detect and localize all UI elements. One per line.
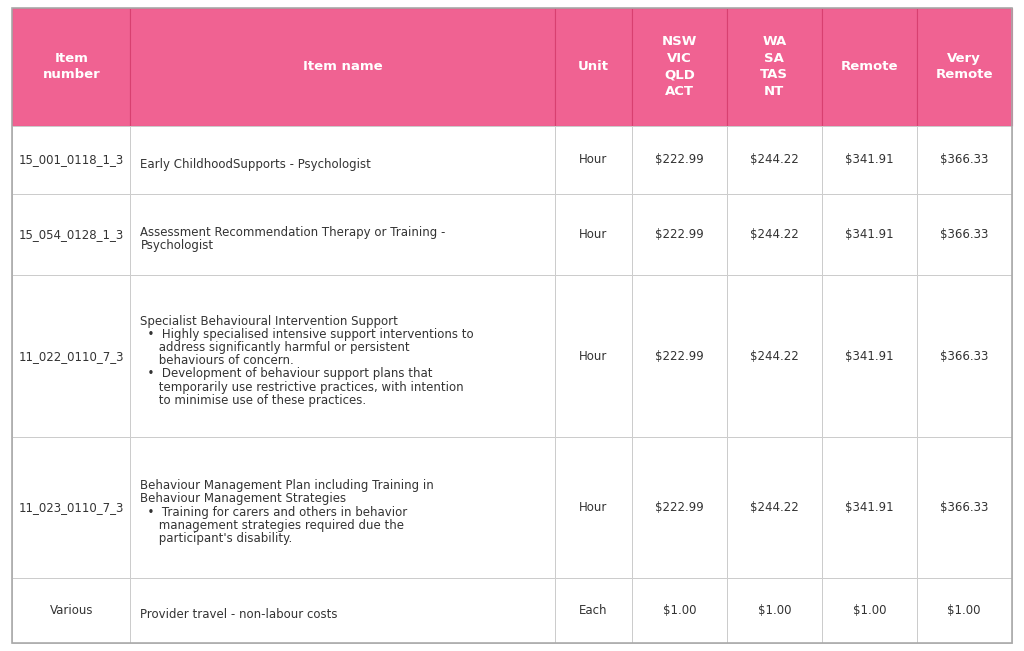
Text: Early ChildhoodSupports - Psychologist: Early ChildhoodSupports - Psychologist bbox=[140, 158, 372, 171]
Text: $222.99: $222.99 bbox=[655, 350, 703, 363]
Text: •  Development of behaviour support plans that: • Development of behaviour support plans… bbox=[140, 367, 433, 380]
Text: $366.33: $366.33 bbox=[940, 350, 988, 363]
Bar bbox=[12, 194, 130, 275]
Text: $341.91: $341.91 bbox=[845, 501, 894, 514]
Text: 15_001_0118_1_3: 15_001_0118_1_3 bbox=[18, 154, 124, 167]
Text: Each: Each bbox=[580, 604, 607, 617]
Bar bbox=[727, 8, 822, 126]
Text: $341.91: $341.91 bbox=[845, 154, 894, 167]
Bar bbox=[12, 437, 130, 577]
Bar bbox=[822, 577, 916, 643]
Bar bbox=[632, 126, 727, 194]
Bar bbox=[12, 577, 130, 643]
Bar bbox=[727, 275, 822, 437]
Text: to minimise use of these practices.: to minimise use of these practices. bbox=[140, 394, 367, 407]
Text: $366.33: $366.33 bbox=[940, 228, 988, 241]
Bar bbox=[632, 577, 727, 643]
Bar bbox=[916, 8, 1012, 126]
Bar bbox=[727, 194, 822, 275]
Text: Item name: Item name bbox=[303, 61, 382, 73]
Text: address significantly harmful or persistent: address significantly harmful or persist… bbox=[140, 341, 410, 354]
Text: $244.22: $244.22 bbox=[750, 154, 799, 167]
Text: $222.99: $222.99 bbox=[655, 501, 703, 514]
Text: $222.99: $222.99 bbox=[655, 228, 703, 241]
Text: Various: Various bbox=[49, 604, 93, 617]
Bar bbox=[916, 126, 1012, 194]
Bar bbox=[130, 437, 555, 577]
Text: WA
SA
TAS
NT: WA SA TAS NT bbox=[761, 35, 788, 98]
Bar bbox=[727, 437, 822, 577]
Bar bbox=[130, 194, 555, 275]
Bar bbox=[130, 8, 555, 126]
Bar bbox=[822, 8, 916, 126]
Text: 11_022_0110_7_3: 11_022_0110_7_3 bbox=[18, 350, 124, 363]
Bar bbox=[130, 126, 555, 194]
Text: Behaviour Management Strategies: Behaviour Management Strategies bbox=[140, 492, 346, 505]
Text: Unit: Unit bbox=[578, 61, 609, 73]
Bar bbox=[555, 194, 632, 275]
Text: $366.33: $366.33 bbox=[940, 154, 988, 167]
Bar bbox=[555, 126, 632, 194]
Bar bbox=[12, 275, 130, 437]
Text: Remote: Remote bbox=[841, 61, 898, 73]
Text: $1.00: $1.00 bbox=[663, 604, 696, 617]
Bar bbox=[916, 437, 1012, 577]
Bar bbox=[12, 126, 130, 194]
Text: Hour: Hour bbox=[580, 501, 607, 514]
Text: participant's disability.: participant's disability. bbox=[140, 532, 293, 545]
Bar bbox=[632, 275, 727, 437]
Text: 11_023_0110_7_3: 11_023_0110_7_3 bbox=[18, 501, 124, 514]
Text: $341.91: $341.91 bbox=[845, 350, 894, 363]
Bar bbox=[822, 194, 916, 275]
Bar bbox=[555, 8, 632, 126]
Bar bbox=[916, 194, 1012, 275]
Text: Very
Remote: Very Remote bbox=[936, 52, 993, 81]
Text: $1.00: $1.00 bbox=[853, 604, 886, 617]
Bar bbox=[130, 577, 555, 643]
Text: Behaviour Management Plan including Training in: Behaviour Management Plan including Trai… bbox=[140, 479, 434, 492]
Bar bbox=[12, 8, 130, 126]
Text: Item
number: Item number bbox=[42, 52, 100, 81]
Bar bbox=[822, 437, 916, 577]
Bar bbox=[822, 275, 916, 437]
Text: $244.22: $244.22 bbox=[750, 501, 799, 514]
Text: management strategies required due the: management strategies required due the bbox=[140, 519, 404, 532]
Bar bbox=[130, 275, 555, 437]
Text: $341.91: $341.91 bbox=[845, 228, 894, 241]
Text: Specialist Behavioural Intervention Support: Specialist Behavioural Intervention Supp… bbox=[140, 314, 398, 327]
Bar bbox=[822, 126, 916, 194]
Text: Psychologist: Psychologist bbox=[140, 239, 214, 252]
Text: Provider travel - non-labour costs: Provider travel - non-labour costs bbox=[140, 609, 338, 622]
Text: $366.33: $366.33 bbox=[940, 501, 988, 514]
Text: $1.00: $1.00 bbox=[758, 604, 792, 617]
Bar bbox=[555, 577, 632, 643]
Text: 15_054_0128_1_3: 15_054_0128_1_3 bbox=[18, 228, 124, 241]
Text: $1.00: $1.00 bbox=[947, 604, 981, 617]
Bar bbox=[632, 194, 727, 275]
Text: temporarily use restrictive practices, with intention: temporarily use restrictive practices, w… bbox=[140, 381, 464, 394]
Text: Hour: Hour bbox=[580, 350, 607, 363]
Text: •  Training for carers and others in behavior: • Training for carers and others in beha… bbox=[140, 506, 408, 519]
Text: Hour: Hour bbox=[580, 154, 607, 167]
Bar bbox=[555, 275, 632, 437]
Text: NSW
VIC
QLD
ACT: NSW VIC QLD ACT bbox=[662, 35, 697, 98]
Bar bbox=[632, 8, 727, 126]
Text: $244.22: $244.22 bbox=[750, 350, 799, 363]
Text: Assessment Recommendation Therapy or Training -: Assessment Recommendation Therapy or Tra… bbox=[140, 226, 445, 239]
Bar bbox=[727, 126, 822, 194]
Bar bbox=[632, 437, 727, 577]
Bar bbox=[727, 577, 822, 643]
Text: Hour: Hour bbox=[580, 228, 607, 241]
Bar bbox=[916, 275, 1012, 437]
Text: $222.99: $222.99 bbox=[655, 154, 703, 167]
Text: $244.22: $244.22 bbox=[750, 228, 799, 241]
Bar bbox=[916, 577, 1012, 643]
Bar bbox=[555, 437, 632, 577]
Text: •  Highly specialised intensive support interventions to: • Highly specialised intensive support i… bbox=[140, 328, 474, 341]
Text: behaviours of concern.: behaviours of concern. bbox=[140, 354, 294, 367]
